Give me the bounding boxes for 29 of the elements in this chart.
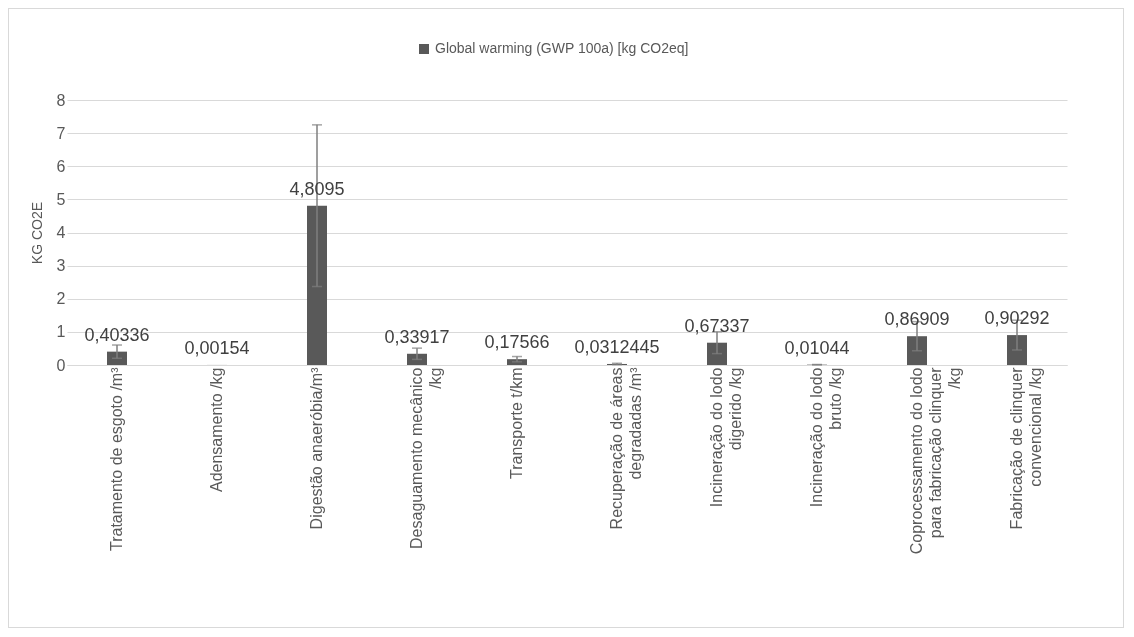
- data-label: 0,01044: [784, 337, 850, 358]
- y-tick-label: 5: [56, 190, 66, 208]
- x-tick-label: Desaguamento mecânico /kg: [408, 367, 444, 549]
- y-tick-label: 0: [56, 356, 66, 374]
- x-tick-label: Transporte t/km: [508, 367, 525, 479]
- data-label: 0,0312445: [574, 336, 660, 357]
- y-tick-label: 3: [56, 257, 66, 275]
- data-label: 0,86909: [884, 309, 950, 330]
- x-tick-label: Adensamento /kg: [208, 367, 225, 493]
- data-label: 0,90292: [984, 308, 1050, 329]
- data-label: 4,8095: [289, 178, 345, 199]
- y-axis-title: KG CO2E: [28, 201, 45, 265]
- data-label: 0,67337: [684, 315, 750, 336]
- x-tick-label: Coprocessamento do lodo para fabricação clinquer /kg: [908, 366, 963, 555]
- data-label: 0,00154: [184, 337, 250, 358]
- y-tick-label: 6: [56, 157, 66, 175]
- legend-label: Global warming (GWP 100a) [kg CO2eq]: [435, 40, 689, 56]
- data-label: 0,33917: [384, 326, 450, 347]
- y-tick-label: 8: [56, 91, 66, 109]
- y-tick-label: 7: [56, 124, 66, 142]
- x-tick-label: Digestão anaeróbia/m³: [308, 366, 325, 530]
- y-tick-label: 4: [56, 224, 66, 241]
- y-tick-label: 1: [56, 323, 66, 341]
- data-label: 0,40336: [84, 324, 150, 345]
- x-tick-label: Recuperação de áreas degradadas /m³: [608, 366, 644, 530]
- data-label: 0,17566: [484, 332, 550, 353]
- x-tick-label: Incineração do lodo bruto /kg: [808, 367, 844, 508]
- x-tick-label: Tratamento de esgoto /m³: [108, 366, 125, 551]
- y-tick-label: 2: [56, 290, 66, 308]
